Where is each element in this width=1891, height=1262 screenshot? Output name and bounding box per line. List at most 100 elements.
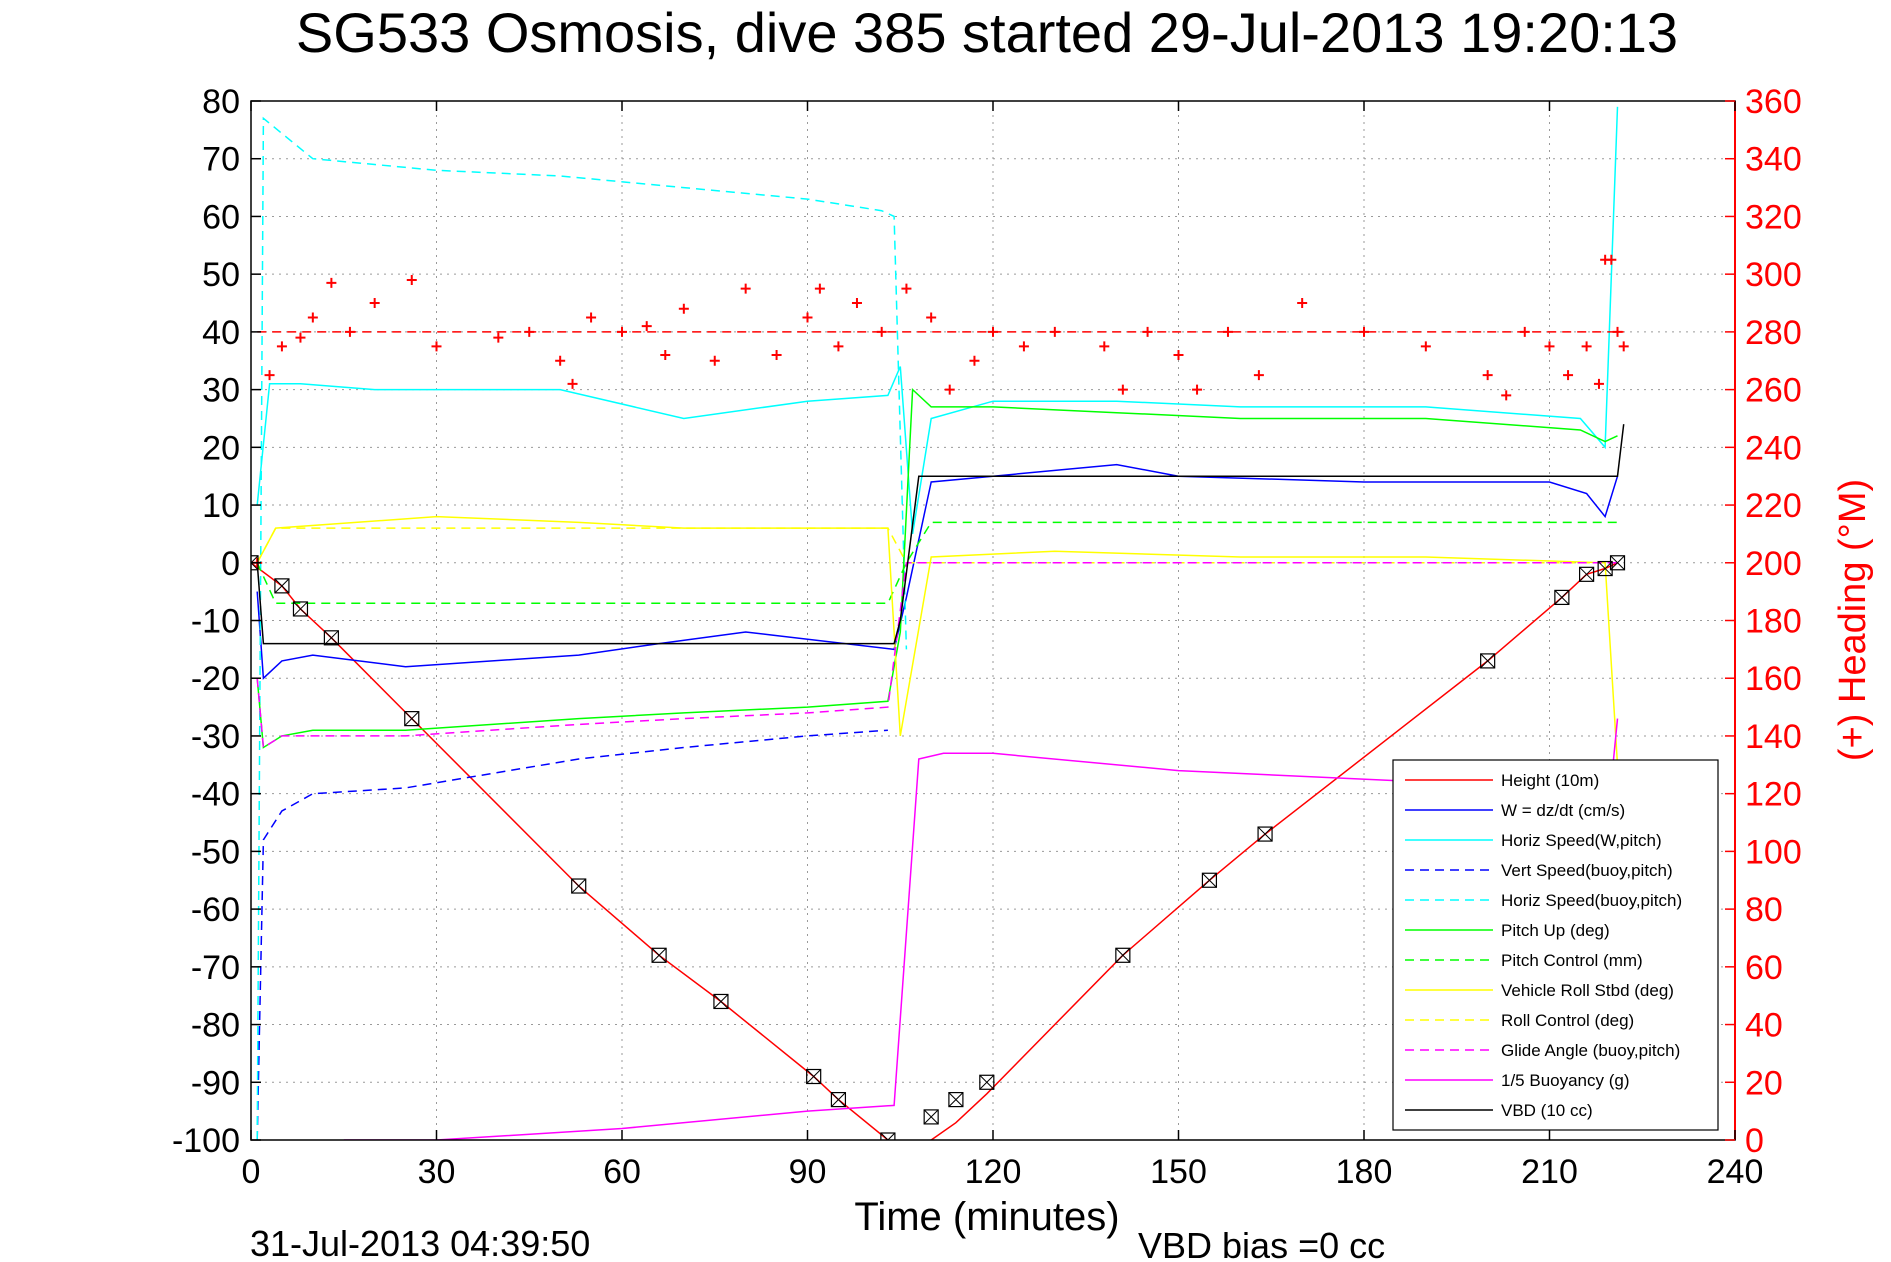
x-axis-ticks: 0 30 60 90 120 150 180 210 240 bbox=[242, 101, 1764, 1191]
y-tick-label: 50 bbox=[202, 256, 240, 294]
right-tick-label: 100 bbox=[1745, 833, 1802, 871]
chart-title: SG533 Osmosis, dive 385 started 29-Jul-2… bbox=[296, 1, 1678, 64]
heading-point bbox=[926, 312, 937, 323]
y-tick-label: 80 bbox=[202, 83, 240, 121]
series-layer bbox=[251, 106, 1629, 1140]
right-tick-label: 40 bbox=[1745, 1007, 1783, 1045]
dive-marker bbox=[1609, 555, 1626, 571]
y-axis-ticks: 80 70 60 50 40 30 20 10 0 -10 -20 -30 -40 -50 -60 -70 -8… bbox=[172, 83, 261, 1160]
heading-point bbox=[493, 332, 504, 343]
y-tick-label: 20 bbox=[202, 429, 240, 467]
series-roll-control-deg bbox=[256, 527, 1618, 564]
legend-entry: Horiz Speed(buoy,pitch) bbox=[1501, 891, 1682, 910]
heading-point bbox=[431, 341, 442, 352]
heading-point bbox=[814, 283, 825, 294]
dive-marker-cross bbox=[293, 601, 308, 617]
heading-point bbox=[1544, 341, 1555, 352]
heading-point bbox=[307, 312, 318, 323]
x-tick-label: 30 bbox=[418, 1153, 456, 1191]
legend-entry: Glide Angle (buoy,pitch) bbox=[1501, 1041, 1680, 1060]
footer-vbd-bias: VBD bias =0 cc bbox=[1138, 1225, 1385, 1262]
y-tick-label: -70 bbox=[191, 949, 240, 987]
dive-marker-cross bbox=[1610, 555, 1625, 571]
dive-marker bbox=[830, 1091, 847, 1108]
heading-point bbox=[1018, 341, 1029, 352]
heading-point bbox=[771, 349, 782, 360]
dive-marker bbox=[274, 578, 290, 594]
heading-point bbox=[264, 370, 275, 381]
right-tick-label: 160 bbox=[1745, 660, 1802, 698]
dive-marker bbox=[979, 1074, 995, 1090]
right-axis-ticks: 3603403203002802602402202001801601401201… bbox=[1725, 83, 1802, 1160]
dive-marker bbox=[806, 1068, 822, 1085]
heading-point bbox=[678, 303, 689, 314]
y-tick-label: -50 bbox=[191, 833, 240, 871]
dive-marker-cross bbox=[948, 1092, 964, 1107]
y-tick-label: 60 bbox=[202, 198, 240, 236]
y-tick-label: 10 bbox=[202, 487, 240, 525]
dive-marker-cross bbox=[324, 630, 339, 646]
dive-marker-cross bbox=[831, 1092, 846, 1107]
right-tick-label: 20 bbox=[1745, 1064, 1783, 1102]
dive-marker-cross bbox=[1257, 826, 1273, 842]
heading-point bbox=[276, 341, 287, 352]
heading-point bbox=[641, 321, 652, 332]
legend-entry: Horiz Speed(W,pitch) bbox=[1501, 831, 1662, 850]
dive-marker-cross bbox=[274, 578, 290, 594]
y-tick-label: -30 bbox=[191, 718, 240, 756]
dive-marker-cross bbox=[923, 1109, 939, 1125]
x-axis-label: Time (minutes) bbox=[854, 1195, 1119, 1239]
heading-point bbox=[567, 378, 578, 389]
heading-point bbox=[1501, 390, 1512, 401]
dive-marker bbox=[651, 947, 667, 963]
right-tick-label: 60 bbox=[1745, 949, 1783, 987]
right-axis-label: (+) Heading (°M) bbox=[1832, 479, 1874, 761]
heading-point bbox=[1099, 341, 1110, 352]
x-tick-label: 180 bbox=[1336, 1153, 1393, 1191]
legend: Height (10m) W = dz/dt (cm/s) Horiz Speed(… bbox=[1392, 759, 1719, 1131]
series-height-10m bbox=[251, 562, 1618, 1140]
y-tick-label: 70 bbox=[202, 141, 240, 179]
heading-point bbox=[802, 312, 813, 323]
heading-point bbox=[1618, 341, 1629, 352]
dive-marker-cross bbox=[979, 1074, 995, 1090]
y-tick-label: -10 bbox=[191, 603, 240, 641]
x-tick-label: 0 bbox=[242, 1153, 261, 1191]
right-tick-label: 80 bbox=[1745, 891, 1783, 929]
dive-marker bbox=[404, 711, 420, 727]
dive-marker-cross bbox=[1579, 566, 1594, 582]
x-tick-label: 240 bbox=[1707, 1153, 1764, 1191]
dive-marker bbox=[292, 601, 309, 617]
right-tick-label: 200 bbox=[1745, 545, 1802, 583]
heading-point bbox=[1563, 370, 1574, 381]
series-vert-speed-buoy-pitch bbox=[256, 729, 888, 1140]
dive-marker-cross bbox=[1597, 561, 1613, 576]
heading-point bbox=[369, 298, 380, 309]
x-tick-label: 60 bbox=[603, 1153, 641, 1191]
series-dive-markers bbox=[251, 555, 1626, 1140]
legend-entry: 1/5 Buoyancy (g) bbox=[1501, 1071, 1630, 1090]
y-tick-label: -40 bbox=[191, 776, 240, 814]
right-tick-label: 0 bbox=[1745, 1122, 1764, 1160]
legend-entry: Height (10m) bbox=[1501, 771, 1599, 790]
y-tick-label: 40 bbox=[202, 314, 240, 352]
heading-point bbox=[295, 332, 306, 343]
dive-marker bbox=[1115, 947, 1131, 963]
dive-marker bbox=[713, 993, 729, 1010]
heading-point bbox=[1253, 370, 1264, 381]
heading-point bbox=[1482, 370, 1493, 381]
y-tick-label: -60 bbox=[191, 891, 240, 929]
heading-point bbox=[1173, 349, 1184, 360]
right-tick-label: 360 bbox=[1745, 83, 1802, 121]
dive-marker bbox=[1480, 653, 1496, 669]
dive-marker-cross bbox=[713, 994, 729, 1009]
legend-entry: Roll Control (deg) bbox=[1501, 1011, 1634, 1030]
y-tick-label: -20 bbox=[191, 660, 240, 698]
heading-point bbox=[944, 384, 955, 395]
y-tick-label: -100 bbox=[172, 1122, 240, 1160]
dive-marker-cross bbox=[1115, 947, 1131, 963]
series-vehicle-roll-stbd-deg bbox=[256, 515, 1619, 765]
x-tick-label: 120 bbox=[965, 1153, 1022, 1191]
right-tick-label: 340 bbox=[1745, 141, 1802, 179]
